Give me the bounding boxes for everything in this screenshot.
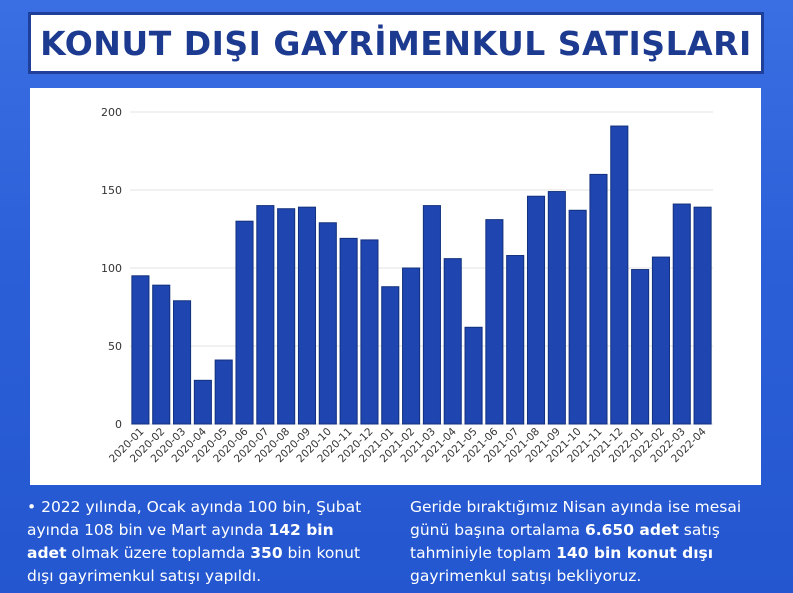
bar-chart: 0501001502002020-012020-022020-032020-04… (101, 106, 713, 465)
bar (277, 208, 296, 425)
y-tick-label: 0 (115, 418, 122, 431)
y-tick-label: 100 (101, 262, 122, 275)
bar (152, 284, 171, 425)
title-banner: KONUT DIŞI GAYRİMENKUL SATIŞLARI (28, 12, 764, 74)
bar (506, 255, 525, 425)
summary-right-text-3: gayrimenkul satışı bekliyoruz. (410, 567, 642, 585)
bar (651, 256, 670, 425)
summary-right-text-1: Geride bıraktığımız Nisan ayında ise mes… (410, 498, 742, 539)
summary-left-bold-2: 350 (250, 544, 283, 562)
summary-right-bold-1: 6.650 adet (584, 521, 679, 539)
bar (422, 205, 441, 425)
bar (173, 300, 192, 425)
bar (297, 206, 317, 425)
bar (631, 269, 650, 425)
bar (402, 267, 421, 425)
bar (235, 220, 254, 425)
chart-panel: 0 50 100 150 200 2020-01 2020-02 2020-03 2020-04… (30, 88, 761, 485)
bar (193, 379, 212, 425)
y-tick-label: 50 (108, 340, 122, 353)
bar (693, 206, 712, 425)
bar (589, 173, 608, 425)
summary-left-text-2: olmak üzere toplamda (66, 544, 251, 562)
bar (214, 359, 233, 425)
summary-left-text-1: 2022 yılında, Ocak ayında 100 bin, Şubat… (27, 498, 362, 539)
y-tick-label: 150 (101, 184, 122, 197)
bar (485, 219, 504, 425)
bar (526, 195, 546, 425)
summary-right-bold-2: 140 bin konut dışı (556, 544, 714, 562)
summary-right-text-2: satış tahminiyle toplam (410, 521, 720, 562)
bar (318, 222, 337, 425)
bar (339, 237, 358, 425)
summary-left-bold-1: 142 bin adet (27, 521, 334, 562)
bar (568, 209, 587, 425)
bullet-mark: • (27, 498, 37, 516)
summary-left: • 2022 yılında, Ocak ayında 100 bin, Şub… (27, 496, 377, 588)
summary-right: Geride bıraktığımız Nisan ayında ise mes… (410, 496, 770, 588)
bar (131, 275, 150, 425)
bar (672, 203, 691, 425)
y-tick-label: 200 (101, 106, 122, 119)
bar (256, 205, 275, 425)
bar (610, 125, 629, 425)
bar (381, 286, 400, 425)
bar (547, 191, 566, 425)
bar (360, 239, 379, 425)
bar (464, 326, 483, 425)
bar (443, 258, 462, 425)
summary-left-text-3: bin konut dışı gayrimenkul satışı yapıld… (27, 544, 361, 585)
page-title: KONUT DIŞI GAYRİMENKUL SATIŞLARI (40, 23, 752, 63)
